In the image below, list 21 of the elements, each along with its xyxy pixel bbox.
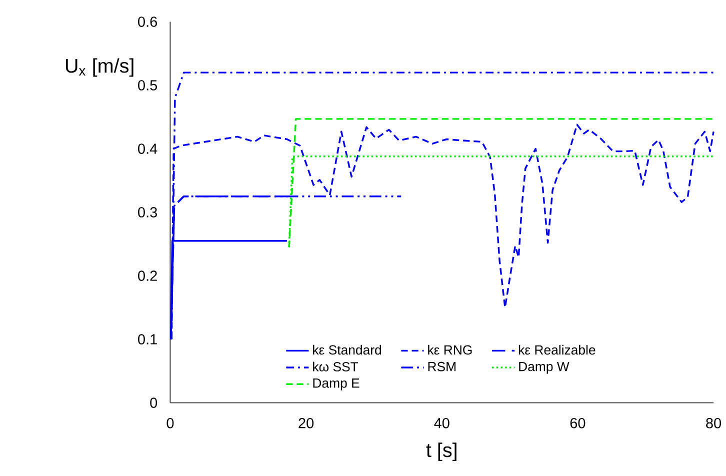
x-tick-label: 60 — [570, 418, 586, 428]
legend-label: RSM — [428, 362, 456, 372]
x-tick-label: 0 — [166, 418, 174, 428]
legend-label: kε Realizable — [518, 344, 596, 355]
x-tick-label: 80 — [706, 418, 722, 428]
x-tick-label: 40 — [434, 418, 450, 428]
y-tick-label: 0.4 — [138, 144, 158, 154]
legend-label: kε RNG — [428, 344, 472, 355]
y-axis-title: U$_{x}$ [m/s] — [66, 58, 134, 77]
y-tick-label: 0.1 — [138, 334, 157, 344]
legend-label: kε Standard — [313, 344, 382, 355]
y-tick-label: 0.2 — [138, 270, 157, 281]
legend-label: Damp W — [519, 362, 570, 374]
y-tick-label: 0.5 — [138, 80, 158, 90]
y-tick-label: 0.3 — [138, 207, 157, 218]
x-tick-label: 20 — [298, 418, 314, 428]
x-axis-title: t [s] — [426, 442, 456, 462]
y-tick-label: 0.6 — [138, 16, 157, 27]
legend-label: kω SST — [313, 362, 358, 372]
y-tick-label: 0 — [150, 398, 158, 408]
legend-label: Damp E — [313, 378, 360, 390]
